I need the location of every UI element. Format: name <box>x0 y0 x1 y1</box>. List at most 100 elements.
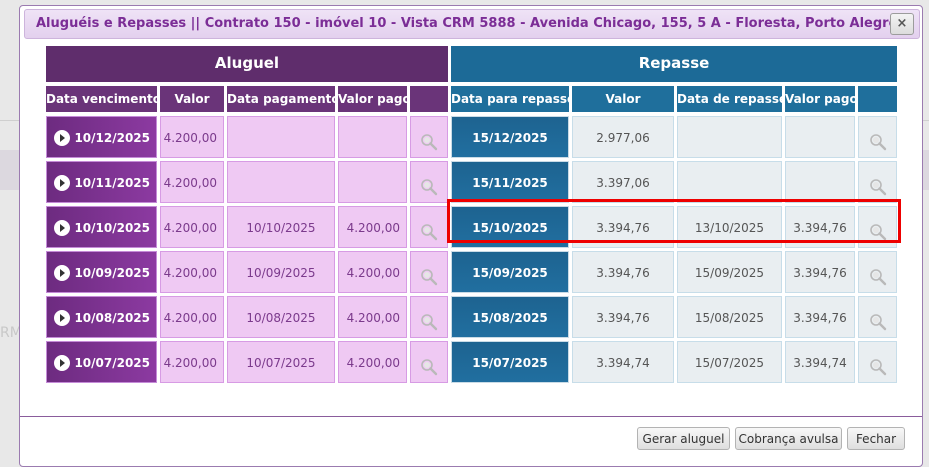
aluguel-valor-cell: 4.200,00 <box>160 251 224 293</box>
cobranca-avulsa-button[interactable]: Cobrança avulsa <box>735 427 842 450</box>
data-vencimento-text: 10/07/2025 <box>74 356 150 370</box>
magnifier-icon <box>420 306 438 331</box>
col-data-pagamento: Data pagamento <box>227 86 340 112</box>
aluguel-valor-pago-cell <box>338 161 407 203</box>
col-repasse-valor-pago: Valor pago <box>785 86 858 112</box>
aluguel-detail-button[interactable] <box>410 116 448 158</box>
data-vencimento-text: 10/09/2025 <box>74 266 150 280</box>
data-vencimento-cell: 10/11/2025 <box>46 161 157 203</box>
aluguel-section-header: Aluguel <box>46 46 448 82</box>
aluguel-valor-pago-cell: 4.200,00 <box>338 341 407 383</box>
magnifier-icon <box>869 261 887 286</box>
repasse-detail-button[interactable] <box>858 251 897 293</box>
data-vencimento-text: 10/10/2025 <box>74 221 150 235</box>
data-vencimento-text: 10/11/2025 <box>74 176 150 190</box>
aluguel-detail-button[interactable] <box>410 296 448 338</box>
data-pagamento-cell <box>227 161 335 203</box>
data-de-repasse-cell <box>677 116 782 158</box>
magnifier-icon <box>420 171 438 196</box>
repasse-valor-cell: 3.397,06 <box>572 161 674 203</box>
play-circle-icon[interactable] <box>54 355 70 371</box>
aluguel-valor-pago-cell: 4.200,00 <box>338 296 407 338</box>
data-de-repasse-cell: 15/08/2025 <box>677 296 782 338</box>
fechar-button[interactable]: Fechar <box>847 427 905 450</box>
data-vencimento-cell: 10/10/2025 <box>46 206 157 248</box>
aluguel-detail-button[interactable] <box>410 341 448 383</box>
repasse-valor-pago-cell: 3.394,74 <box>785 341 855 383</box>
magnifier-icon <box>869 216 887 241</box>
play-circle-icon[interactable] <box>54 265 70 281</box>
data-pagamento-cell <box>227 116 335 158</box>
data-vencimento-cell: 10/07/2025 <box>46 341 157 383</box>
data-para-repasse-cell: 15/11/2025 <box>451 161 569 203</box>
play-circle-icon[interactable] <box>54 130 70 146</box>
repasse-valor-cell: 2.977,06 <box>572 116 674 158</box>
aluguel-valor-pago-cell: 4.200,00 <box>338 206 407 248</box>
data-vencimento-text: 10/08/2025 <box>74 311 150 325</box>
data-vencimento-text: 10/12/2025 <box>74 131 150 145</box>
play-circle-icon[interactable] <box>54 310 70 326</box>
repasse-detail-button[interactable] <box>858 116 897 158</box>
aluguel-detail-button[interactable] <box>410 161 448 203</box>
repasse-detail-button[interactable] <box>858 341 897 383</box>
repasse-valor-pago-cell: 3.394,76 <box>785 251 855 293</box>
magnifier-icon <box>420 261 438 286</box>
data-para-repasse-cell: 15/09/2025 <box>451 251 569 293</box>
magnifier-icon <box>420 351 438 376</box>
close-button[interactable]: × <box>890 13 914 35</box>
col-aluguel-actions <box>410 86 448 112</box>
aluguel-detail-button[interactable] <box>410 251 448 293</box>
data-pagamento-cell: 10/09/2025 <box>227 251 335 293</box>
repasse-valor-pago-cell <box>785 161 855 203</box>
repasse-valor-cell: 3.394,76 <box>572 251 674 293</box>
data-para-repasse-cell: 15/12/2025 <box>451 116 569 158</box>
aluguel-valor-cell: 4.200,00 <box>160 296 224 338</box>
col-aluguel-valor: Valor <box>160 86 224 112</box>
data-de-repasse-cell: 15/09/2025 <box>677 251 782 293</box>
col-data-de-repasse: Data de repasse <box>677 86 787 112</box>
data-pagamento-cell: 10/07/2025 <box>227 341 335 383</box>
aluguel-valor-cell: 4.200,00 <box>160 116 224 158</box>
play-circle-icon[interactable] <box>54 175 70 191</box>
data-vencimento-cell: 10/08/2025 <box>46 296 157 338</box>
magnifier-icon <box>420 216 438 241</box>
magnifier-icon <box>869 126 887 151</box>
repasse-section-header: Repasse <box>451 46 897 82</box>
aluguel-valor-cell: 4.200,00 <box>160 341 224 383</box>
repasse-detail-button[interactable] <box>858 296 897 338</box>
data-de-repasse-cell <box>677 161 782 203</box>
dialog-title: Aluguéis e Repasses || Contrato 150 - im… <box>36 16 913 31</box>
col-repasse-actions <box>858 86 897 112</box>
background-text: RM <box>0 325 22 341</box>
gerar-aluguel-button[interactable]: Gerar aluguel <box>637 427 730 450</box>
aluguel-valor-pago-cell <box>338 116 407 158</box>
aluguel-repasse-dialog: Aluguéis e Repasses || Contrato 150 - im… <box>19 5 923 467</box>
highlighted-repasse-row <box>447 199 901 243</box>
col-data-para-repasse: Data para repasse <box>451 86 575 112</box>
repasse-valor-cell: 3.394,76 <box>572 296 674 338</box>
aluguel-valor-pago-cell: 4.200,00 <box>338 251 407 293</box>
close-icon: × <box>896 16 908 31</box>
data-de-repasse-cell: 15/07/2025 <box>677 341 782 383</box>
repasse-valor-pago-cell <box>785 116 855 158</box>
col-data-vencimento: Data vencimento <box>46 86 161 112</box>
data-para-repasse-cell: 15/08/2025 <box>451 296 569 338</box>
aluguel-valor-cell: 4.200,00 <box>160 161 224 203</box>
play-circle-icon[interactable] <box>54 220 70 236</box>
rent-transfer-table: Aluguel Repasse Data vencimento Valor Da… <box>46 46 926 386</box>
data-pagamento-cell: 10/08/2025 <box>227 296 335 338</box>
magnifier-icon <box>420 126 438 151</box>
data-pagamento-cell: 10/10/2025 <box>227 206 335 248</box>
data-vencimento-cell: 10/09/2025 <box>46 251 157 293</box>
data-para-repasse-cell: 15/07/2025 <box>451 341 569 383</box>
repasse-detail-button[interactable] <box>858 161 897 203</box>
aluguel-detail-button[interactable] <box>410 206 448 248</box>
footer-divider <box>20 416 922 417</box>
magnifier-icon <box>869 351 887 376</box>
magnifier-icon <box>869 171 887 196</box>
dialog-titlebar: Aluguéis e Repasses || Contrato 150 - im… <box>24 9 920 39</box>
repasse-valor-pago-cell: 3.394,76 <box>785 296 855 338</box>
repasse-valor-cell: 3.394,74 <box>572 341 674 383</box>
magnifier-icon <box>869 306 887 331</box>
data-vencimento-cell: 10/12/2025 <box>46 116 157 158</box>
